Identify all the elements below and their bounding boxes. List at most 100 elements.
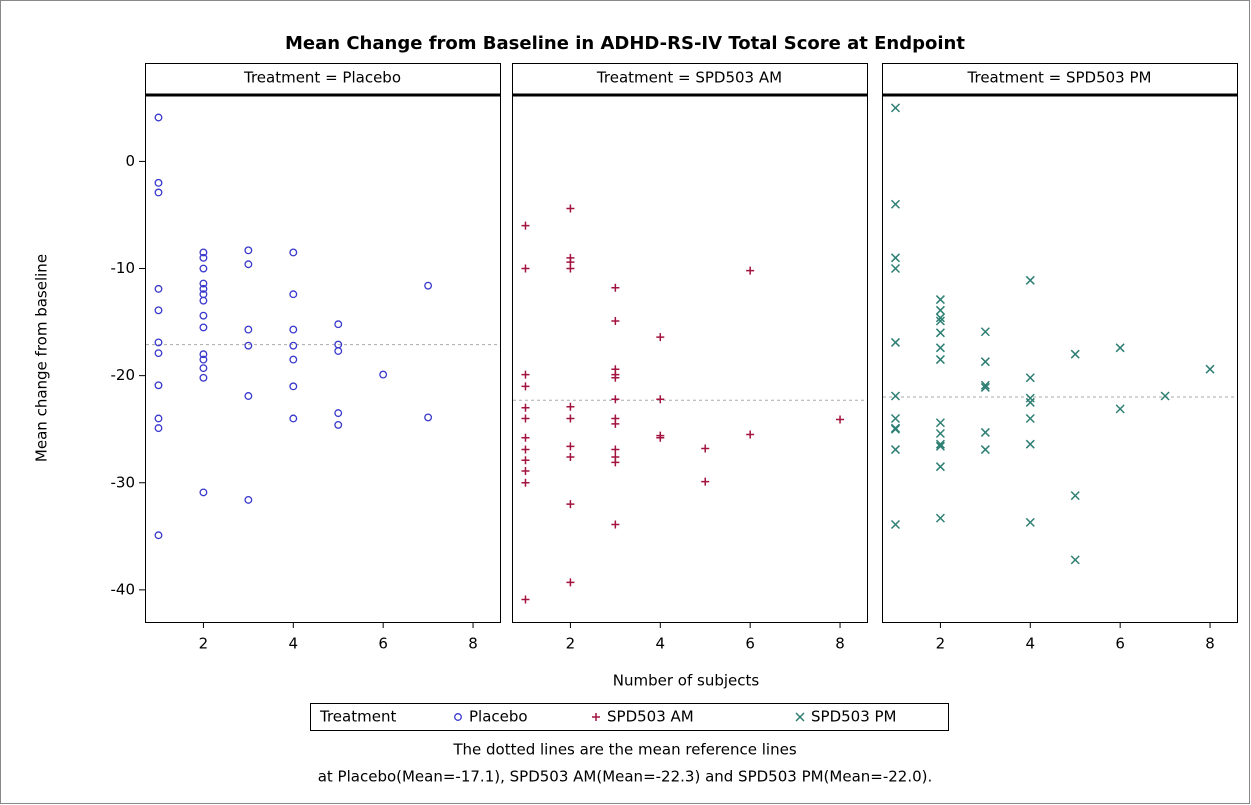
legend-box — [310, 703, 949, 731]
point — [244, 495, 253, 504]
point — [199, 248, 208, 257]
point — [154, 414, 163, 423]
point — [521, 382, 530, 391]
legend-title: Treatment — [319, 708, 396, 726]
point — [836, 415, 845, 424]
point — [890, 253, 901, 263]
point — [521, 595, 530, 604]
point — [1025, 397, 1035, 407]
footnote: at Placebo(Mean=-17.1), SPD503 AM(Mean=-… — [318, 768, 933, 786]
point — [566, 578, 575, 587]
point — [890, 199, 901, 209]
point — [935, 513, 945, 523]
point — [379, 370, 388, 379]
panel-title: Treatment = SPD503 AM — [596, 69, 782, 87]
x-tick-label: 6 — [1115, 635, 1125, 653]
point — [611, 520, 620, 529]
point — [1205, 364, 1215, 374]
point — [935, 313, 945, 323]
point — [935, 439, 945, 449]
point — [154, 188, 163, 197]
x-tick-label: 4 — [1026, 635, 1036, 653]
point — [199, 311, 208, 320]
point — [521, 221, 530, 230]
point — [566, 500, 575, 509]
point — [566, 402, 575, 411]
point — [244, 392, 253, 400]
point — [154, 306, 163, 315]
point — [890, 423, 901, 433]
point — [1025, 413, 1035, 424]
panel-header — [145, 63, 501, 96]
legend-marker — [592, 713, 600, 721]
point — [244, 260, 253, 269]
point — [611, 419, 620, 428]
point — [199, 284, 208, 293]
point — [701, 444, 710, 453]
point — [154, 531, 163, 540]
panel-frame — [512, 95, 868, 623]
point — [244, 325, 253, 334]
point — [935, 428, 945, 439]
point — [935, 328, 945, 338]
y-tick-label: -10 — [111, 259, 136, 277]
point — [611, 283, 620, 292]
point — [890, 445, 901, 455]
point — [890, 424, 901, 434]
point — [521, 370, 530, 379]
point — [521, 456, 530, 465]
point — [521, 433, 530, 442]
point — [199, 350, 208, 359]
point — [521, 478, 530, 487]
point — [980, 357, 990, 367]
point — [1025, 439, 1035, 449]
point — [289, 325, 298, 334]
x-tick-label: 2 — [936, 635, 946, 653]
point — [1070, 555, 1080, 565]
point — [289, 290, 298, 299]
y-tick-label: -30 — [111, 473, 136, 491]
point — [289, 382, 298, 391]
point — [746, 430, 755, 439]
point — [890, 103, 901, 113]
point — [935, 441, 945, 451]
point — [154, 349, 163, 358]
x-tick-label: 2 — [199, 635, 209, 653]
point — [935, 462, 945, 472]
x-tick-label: 6 — [745, 635, 755, 653]
chart-title: Mean Change from Baseline in ADHD-RS-IV … — [285, 33, 965, 54]
point — [1115, 404, 1125, 414]
legend-marker — [454, 713, 462, 721]
x-axis-label: Number of subjects — [613, 672, 760, 690]
point — [611, 373, 620, 382]
legend-label: SPD503 PM — [811, 708, 897, 726]
point — [980, 445, 990, 455]
point — [611, 458, 620, 467]
x-tick-label: 8 — [835, 635, 845, 653]
point — [611, 445, 620, 454]
point — [334, 420, 343, 429]
point — [890, 413, 901, 424]
point — [890, 519, 901, 530]
x-tick-label: 4 — [656, 635, 666, 653]
point — [289, 414, 298, 423]
point — [656, 433, 665, 442]
point — [1160, 391, 1170, 401]
point — [1115, 343, 1125, 353]
point — [199, 296, 208, 305]
point — [980, 327, 990, 337]
point — [521, 445, 530, 454]
point — [521, 403, 530, 412]
point — [935, 418, 945, 428]
point — [1025, 275, 1035, 285]
legend-label: SPD503 AM — [607, 708, 694, 726]
point — [935, 305, 945, 315]
point — [980, 380, 990, 390]
point — [890, 391, 901, 401]
point — [154, 284, 163, 293]
point — [1070, 349, 1080, 359]
point — [746, 266, 755, 275]
